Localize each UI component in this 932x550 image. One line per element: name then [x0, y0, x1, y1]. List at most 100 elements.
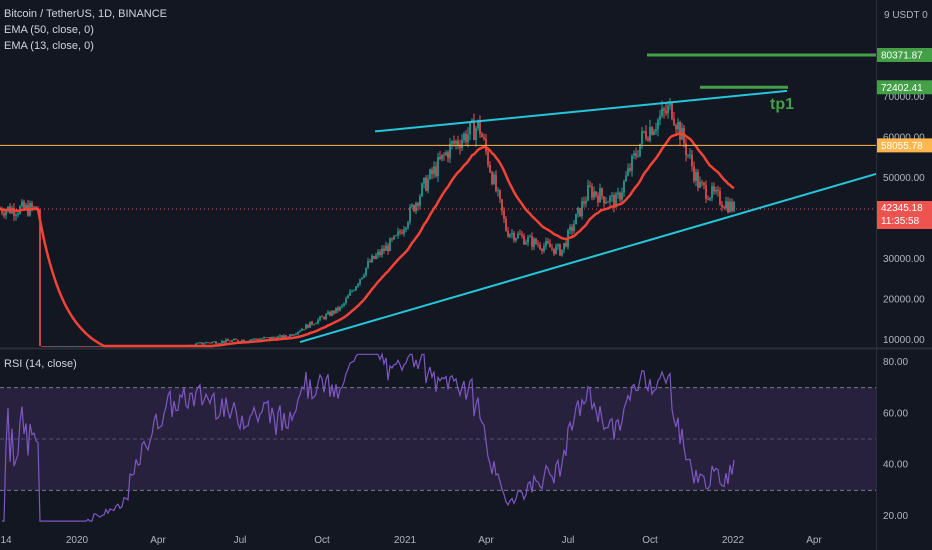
candle-body: [235, 339, 237, 340]
candle-body: [379, 251, 381, 255]
candle-body: [221, 340, 223, 344]
candle-body: [83, 346, 85, 347]
lower-trendline[interactable]: [299, 172, 877, 343]
candle-body: [631, 155, 633, 171]
currency-label: 9 USDT 0: [884, 10, 928, 21]
candle-body: [217, 343, 219, 345]
candle-body: [443, 154, 445, 156]
candle-body: [203, 343, 205, 345]
candle-body: [675, 125, 677, 130]
candle-body: [243, 339, 245, 342]
candle-body: [399, 231, 401, 233]
candle-body: [645, 131, 647, 139]
candle-body: [413, 205, 415, 212]
candle-body: [493, 174, 495, 184]
candle-body: [249, 339, 251, 342]
candle-body: [89, 346, 91, 347]
candle-body: [331, 310, 333, 316]
candle-body: [429, 169, 431, 179]
candle-body: [659, 116, 661, 120]
candle-body: [321, 316, 323, 318]
time-axis[interactable]: 14 2020 Apr Jul Oct 2021 Apr Jul Oct 2022 Apr: [0, 535, 822, 546]
candle-body: [627, 168, 629, 176]
ema-13-legend[interactable]: EMA (13, close, 0): [4, 40, 94, 52]
candle-body: [233, 339, 235, 341]
candle-body: [371, 255, 373, 263]
price-tick-label: 10000.00: [883, 335, 925, 346]
candle-body: [661, 108, 663, 117]
svg-text:58055.78: 58055.78: [881, 141, 923, 152]
candle-body: [487, 151, 489, 166]
candle-body: [619, 192, 621, 200]
candle-body: [75, 346, 77, 347]
rsi-axis[interactable]: 20.00 40.00 60.00 80.00: [883, 357, 908, 522]
candle-body: [91, 346, 93, 347]
candle-body: [305, 324, 307, 330]
candle-body: [229, 340, 231, 342]
candle-body: [531, 236, 533, 247]
rsi-legend[interactable]: RSI (14, close): [4, 358, 77, 370]
price-tick-label: 20000.00: [883, 295, 925, 306]
ema-50-legend[interactable]: EMA (50, close, 0): [4, 24, 94, 36]
upper-trendline[interactable]: [374, 89, 788, 133]
candle-body: [731, 201, 733, 211]
candle-body: [373, 255, 375, 259]
candle-body: [319, 316, 321, 320]
candle-body: [679, 122, 681, 140]
candle-body: [613, 195, 615, 208]
candle-body: [205, 342, 207, 344]
candle-body: [629, 168, 631, 171]
candle-body: [503, 210, 505, 219]
candle-body: [465, 133, 467, 143]
candle-body: [61, 346, 63, 347]
candle-body: [461, 139, 463, 149]
candle-body: [253, 338, 255, 340]
candle-body: [593, 191, 595, 198]
symbol-title[interactable]: Bitcoin / TetherUS, 1D, BINANCE: [4, 8, 168, 20]
candle-body: [553, 248, 555, 254]
candle-body: [425, 177, 427, 191]
candle-body: [51, 346, 53, 347]
candle-body: [587, 185, 589, 201]
candle-body: [23, 201, 25, 209]
candle-body: [511, 232, 513, 235]
candle-body: [637, 156, 639, 157]
candle-body: [569, 226, 571, 231]
candle-body: [673, 118, 675, 126]
candle-body: [513, 232, 515, 241]
candle-body: [733, 201, 735, 211]
candle-body: [77, 346, 79, 347]
candle-body: [699, 181, 701, 188]
candle-body: [693, 166, 695, 181]
candle-body: [559, 244, 561, 256]
candle-body: [411, 205, 413, 207]
candle-body: [385, 245, 387, 252]
candle-body: [41, 346, 43, 347]
candle-body: [295, 333, 297, 335]
candle-body: [337, 307, 339, 311]
rsi-line: [2, 352, 735, 522]
candle-body: [389, 238, 391, 252]
candle-body: [727, 201, 729, 213]
candle-body: [533, 238, 535, 247]
candle-body: [707, 198, 709, 200]
candle-body: [427, 178, 429, 191]
candle-body: [537, 243, 539, 245]
candle-body: [267, 337, 269, 338]
candle-body: [573, 224, 575, 232]
candle-body: [407, 222, 409, 228]
candle-body: [289, 334, 291, 338]
candle-body: [543, 246, 545, 252]
candle-body: [677, 122, 679, 130]
candle-body: [655, 129, 657, 132]
candle-body: [621, 192, 623, 200]
candle-body: [311, 321, 313, 325]
candle-body: [67, 346, 69, 347]
candle-body: [317, 319, 319, 324]
candle-body: [257, 339, 259, 340]
candle-body: [1, 209, 3, 213]
candle-body: [595, 191, 597, 196]
candle-body: [455, 140, 457, 144]
candle-body: [633, 153, 635, 156]
